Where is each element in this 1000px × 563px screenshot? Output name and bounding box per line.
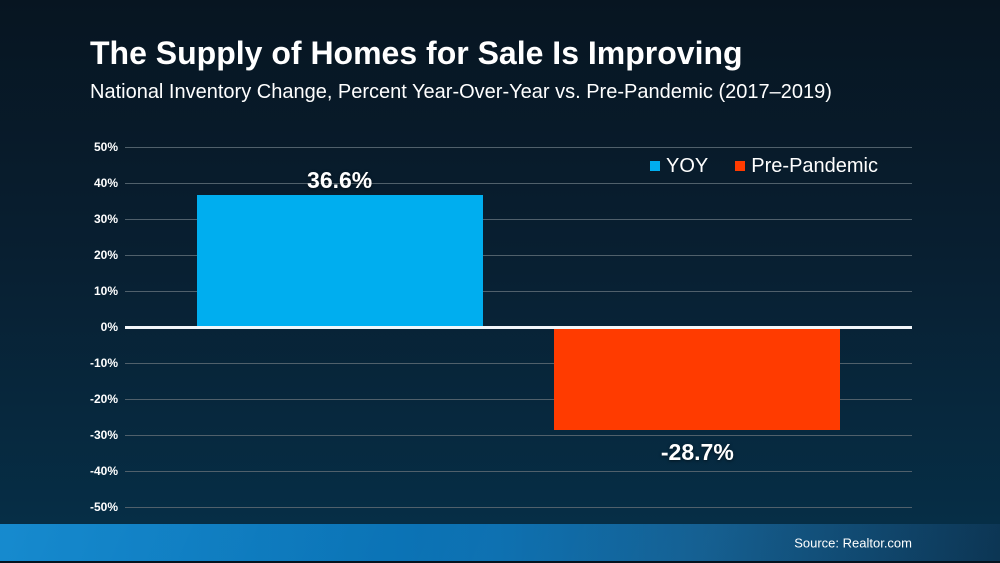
y-axis-tick-label: 40% bbox=[93, 176, 118, 190]
gridline bbox=[125, 254, 912, 256]
source-label: Source: Realtor.com bbox=[794, 535, 912, 550]
bar-pre-pandemic bbox=[554, 327, 841, 431]
gridline bbox=[125, 182, 912, 184]
y-axis-tick-label: 0% bbox=[100, 320, 118, 334]
gridline bbox=[125, 146, 912, 148]
legend-label: YOY bbox=[666, 155, 709, 177]
gridline bbox=[125, 362, 912, 364]
y-axis-tick-label: 50% bbox=[93, 140, 118, 154]
gridline bbox=[125, 434, 912, 436]
y-axis-tick-label: 10% bbox=[93, 284, 118, 298]
gridline bbox=[125, 470, 912, 472]
y-axis-tick-label: -10% bbox=[89, 356, 118, 370]
plot-area: YOY Pre-Pandemic 50% 40% 30% 20% 10% 0% -10% -20… bbox=[90, 140, 912, 514]
page-title: The Supply of Homes for Sale Is Improvin… bbox=[90, 35, 743, 71]
page-subtitle: National Inventory Change, Percent Year-… bbox=[90, 81, 832, 103]
legend-item-yoy: YOY bbox=[650, 155, 708, 177]
y-axis-tick-label: 20% bbox=[93, 248, 118, 262]
legend-swatch-icon bbox=[735, 161, 746, 171]
gridline bbox=[125, 506, 912, 508]
gridline bbox=[125, 398, 912, 400]
legend-label: Pre-Pandemic bbox=[751, 155, 878, 177]
value-label-pre-pandemic: -28.7% bbox=[660, 439, 734, 466]
legend-swatch-icon bbox=[650, 161, 661, 171]
chart-legend: YOY Pre-Pandemic bbox=[650, 155, 878, 177]
y-axis-tick-label: -50% bbox=[89, 500, 118, 514]
y-axis-tick-label: -40% bbox=[89, 464, 118, 478]
y-axis-tick-label: 30% bbox=[93, 212, 118, 226]
footer-bottom-strip bbox=[0, 561, 1000, 563]
bar-yoy bbox=[196, 195, 483, 327]
value-label-yoy: 36.6% bbox=[307, 167, 373, 194]
gridline bbox=[125, 218, 912, 220]
footer-bar: Source: Realtor.com bbox=[0, 524, 1000, 561]
y-axis-tick-label: -20% bbox=[89, 392, 118, 406]
zero-axis-line bbox=[125, 325, 912, 329]
gridline bbox=[125, 290, 912, 292]
y-axis-tick-label: -30% bbox=[89, 428, 118, 442]
legend-item-pre-pandemic: Pre-Pandemic bbox=[735, 155, 878, 177]
